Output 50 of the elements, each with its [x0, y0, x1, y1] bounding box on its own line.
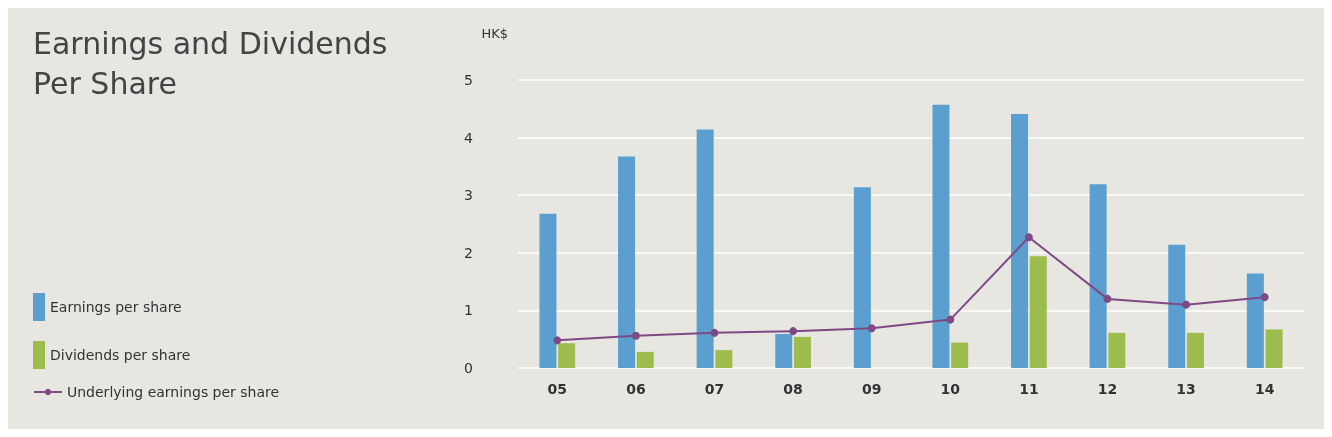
bar: [932, 104, 950, 368]
x-tick-label: 09: [861, 381, 882, 397]
y-tick-label: 1: [464, 302, 473, 319]
point: [553, 336, 562, 345]
bar: [696, 129, 714, 368]
bar: [558, 343, 576, 368]
x-tick-label: 14: [1254, 381, 1275, 397]
point: [1024, 233, 1033, 242]
y-axis-title: HK$: [481, 26, 508, 41]
bar: [951, 342, 969, 368]
x-tick-label: 12: [1097, 381, 1118, 397]
point: [1103, 294, 1112, 303]
bar: [1186, 332, 1204, 368]
point: [1182, 300, 1191, 309]
point: [789, 327, 798, 336]
x-tick-label: 11: [1019, 381, 1039, 397]
x-tick-label: 06: [626, 381, 646, 397]
legend-label: Dividends per share: [50, 347, 191, 363]
point: [710, 328, 719, 337]
bar: [636, 351, 654, 368]
bar: [1265, 329, 1283, 368]
bar: [1168, 244, 1186, 368]
y-tick-label: 5: [464, 72, 473, 88]
y-tick-label: 4: [464, 129, 474, 146]
text: Earnings and Dividends Per Share: [33, 25, 388, 101]
point: [867, 324, 876, 333]
point: [631, 331, 640, 340]
x-tick-label: 08: [783, 381, 803, 397]
bar: [853, 187, 871, 368]
x-tick-label: 07: [704, 381, 725, 397]
x-tick-label: 13: [1176, 381, 1196, 397]
legend-label: Earnings per share: [50, 299, 182, 315]
bar: [1246, 273, 1264, 368]
bar: [1011, 113, 1029, 368]
y-tick-label: 2: [464, 244, 473, 261]
x-tick-label: 10: [940, 381, 961, 397]
y-tick-label: 0: [464, 360, 473, 376]
bar: [715, 350, 733, 368]
bar: [618, 156, 636, 368]
point: [946, 315, 955, 324]
bar: [775, 334, 793, 368]
point: [1260, 293, 1269, 302]
bar: [1108, 332, 1126, 368]
y-tick-label: 3: [464, 187, 473, 204]
bar: [1089, 184, 1107, 368]
x-tick-label: 05: [547, 381, 568, 397]
bar: [1029, 256, 1047, 368]
bar: [793, 336, 811, 368]
legend-label: Underlying earnings per share: [67, 384, 280, 400]
bar: [539, 213, 557, 368]
